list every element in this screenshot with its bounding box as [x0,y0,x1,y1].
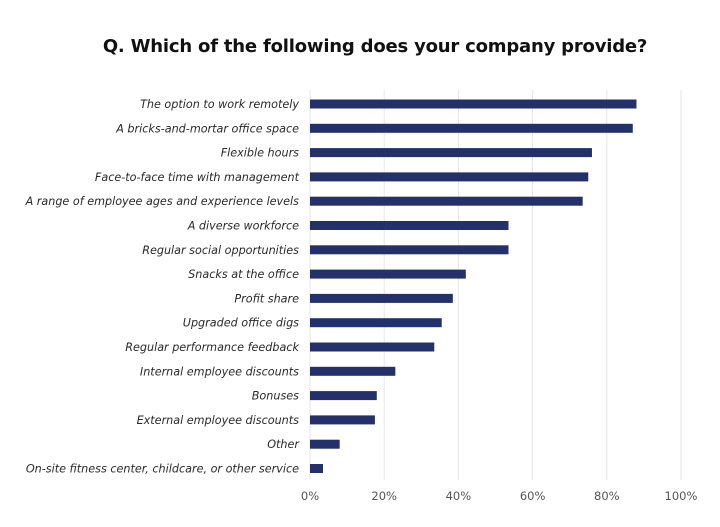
x-tick-label: 0% [301,489,319,503]
bar [310,269,466,279]
category-label: Bonuses [252,390,299,403]
category-label: External employee discounts [137,414,300,427]
category-label: Flexible hours [221,147,299,160]
bar [310,196,583,206]
bar [310,172,589,182]
x-tick-label: 100% [665,489,698,503]
category-label: Upgraded office digs [183,317,299,330]
bars [310,99,637,473]
category-labels: The option to work remotely A bricks-and-… [25,98,301,476]
category-label: Other [267,438,300,451]
x-tick-label: 20% [371,489,397,503]
bar [310,123,633,133]
bar [310,391,377,401]
x-tick-label: 60% [520,489,546,503]
bar [310,366,396,376]
bar [310,318,442,328]
category-label: Regular performance feedback [125,341,299,354]
bar [310,342,435,352]
bar [310,245,509,255]
category-label: Internal employee discounts [140,365,299,378]
category-label: On-site fitness center, childcare, or ot… [26,463,299,476]
bar [310,221,509,230]
category-label: Profit share [234,292,299,305]
bar [310,293,453,303]
bar [310,464,323,473]
category-label: A diverse workforce [187,220,299,233]
bar [310,99,637,109]
category-label: Regular social opportunities [142,244,299,257]
bar [310,148,592,158]
category-label: The option to work remotely [140,98,299,111]
chart-title: Q. Which of the following does your comp… [102,36,648,57]
bar [310,439,340,449]
category-label: A range of employee ages and experience … [25,195,300,208]
x-tick-label: 40% [446,489,472,503]
x-axis-ticks: 0% 20% 40% 60% 80% 100% [301,489,698,503]
category-label: A bricks-and-mortar office space [115,122,299,135]
category-label: Face-to-face time with management [95,171,300,184]
x-tick-label: 80% [594,489,620,503]
gridlines [309,90,682,480]
category-label: Snacks at the office [188,268,299,281]
bar [310,415,375,425]
